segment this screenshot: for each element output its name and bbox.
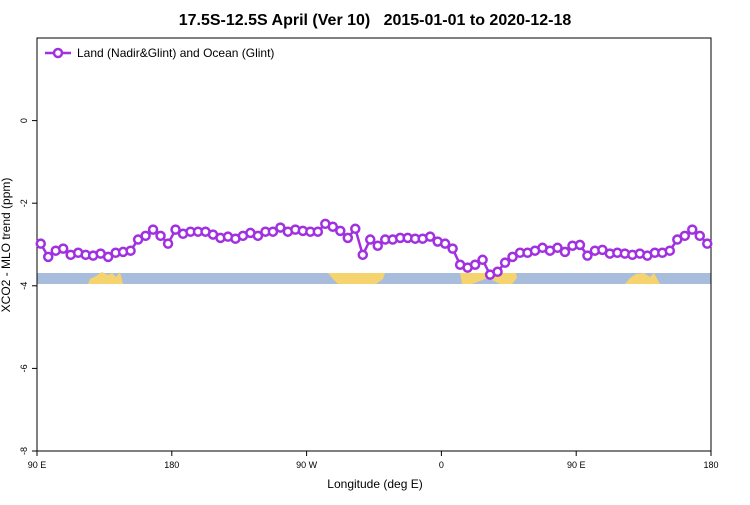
data-point <box>140 230 151 242</box>
data-point <box>679 230 691 242</box>
data-point <box>170 224 181 235</box>
data-point <box>125 245 136 256</box>
data-point <box>552 242 563 254</box>
legend-label: Land (Nadir&Glint) and Ocean (Glint) <box>77 46 274 60</box>
x-tick-label: 0 <box>439 460 444 470</box>
data-point <box>57 243 69 254</box>
land <box>88 272 123 284</box>
data-point <box>35 238 46 249</box>
data-point <box>574 239 586 251</box>
y-axis-label: XCO2 - MLO trend (ppm) <box>0 178 13 313</box>
legend-marker <box>52 47 64 59</box>
data-point <box>469 259 481 270</box>
x-tick-label: 180 <box>164 460 179 470</box>
chart-title: 17.5S-12.5S April (Ver 10) 2015-01-01 to… <box>179 12 572 29</box>
data-point <box>702 238 713 249</box>
data-point <box>559 246 571 258</box>
land <box>460 273 517 284</box>
y-tick-label: -4 <box>19 282 29 290</box>
data-point <box>42 251 54 263</box>
data-point <box>365 234 376 245</box>
y-tick-label: -8 <box>19 447 29 455</box>
data-point <box>687 224 698 235</box>
x-axis-label: Longitude (deg E) <box>327 477 422 491</box>
land <box>625 273 660 284</box>
data-point <box>327 221 339 232</box>
data-point <box>372 240 383 251</box>
data-point <box>350 223 361 235</box>
x-tick-label: 90 W <box>296 460 318 470</box>
data-point <box>492 266 503 278</box>
data-point <box>275 222 286 233</box>
data-point <box>252 230 264 242</box>
data-point <box>335 225 346 237</box>
y-tick-label: -6 <box>19 364 29 372</box>
data-point <box>267 226 279 237</box>
data-point <box>147 224 159 235</box>
y-tick-label: -2 <box>19 199 29 207</box>
data-point <box>162 238 174 249</box>
data-point <box>357 249 369 261</box>
data-point <box>342 232 354 244</box>
data-point <box>424 231 436 242</box>
land-ocean-strip <box>37 272 711 284</box>
data-point <box>155 230 166 242</box>
x-tick-label: 90 E <box>567 460 586 470</box>
data-point <box>507 251 518 263</box>
y-tick-label: 0 <box>19 118 29 123</box>
x-tick-label: 180 <box>703 460 718 470</box>
data-point <box>312 226 324 237</box>
data-point <box>694 230 706 242</box>
data-point <box>499 257 511 268</box>
data-point <box>477 254 488 266</box>
data-point <box>439 238 451 249</box>
data-point <box>102 251 114 263</box>
x-tick-label: 90 E <box>28 460 47 470</box>
land <box>328 273 385 284</box>
data-point <box>664 245 676 256</box>
data-point <box>582 250 593 261</box>
data-point <box>447 243 458 254</box>
